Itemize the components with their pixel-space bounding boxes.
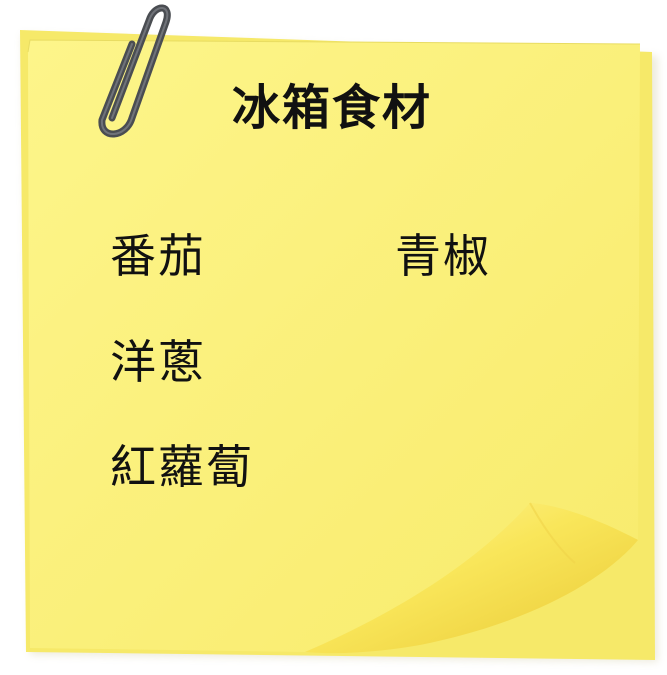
front-sheet (27, 39, 641, 652)
list-item: 紅蘿蔔 (110, 440, 254, 494)
curled-corner (305, 502, 638, 654)
list-item: 番茄 (110, 229, 206, 283)
note-title: 冰箱食材 (232, 80, 433, 136)
list-item: 洋蔥 (110, 335, 206, 389)
paperclip-icon (98, 4, 171, 138)
list-item: 青椒 (395, 229, 491, 283)
